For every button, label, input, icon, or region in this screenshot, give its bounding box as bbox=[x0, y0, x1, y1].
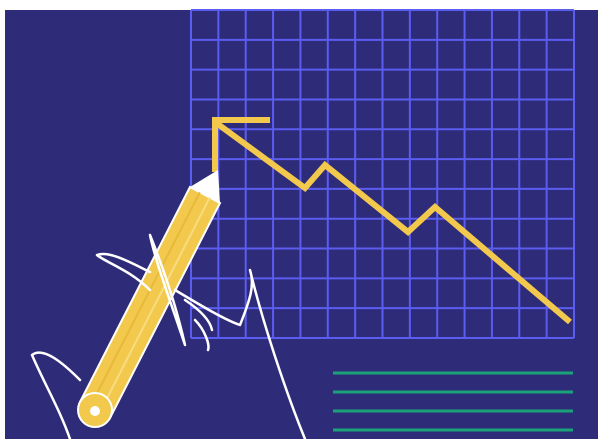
knuckle bbox=[183, 298, 214, 332]
hand bbox=[30, 233, 307, 439]
knuckle bbox=[193, 318, 210, 352]
pencil-tip bbox=[190, 170, 220, 203]
finger bbox=[148, 233, 187, 347]
pencil-ridge bbox=[99, 196, 211, 413]
hand-outline bbox=[30, 351, 82, 439]
finger bbox=[95, 252, 152, 292]
axis-stroke bbox=[212, 117, 270, 172]
pencil-lead bbox=[90, 406, 100, 416]
pencil bbox=[77, 170, 222, 428]
trend-line bbox=[212, 117, 572, 325]
drawn-line bbox=[213, 119, 572, 325]
thumb bbox=[173, 268, 307, 439]
pencil-ridge bbox=[89, 191, 201, 408]
grid bbox=[190, 9, 575, 339]
text-lines bbox=[333, 371, 573, 432]
